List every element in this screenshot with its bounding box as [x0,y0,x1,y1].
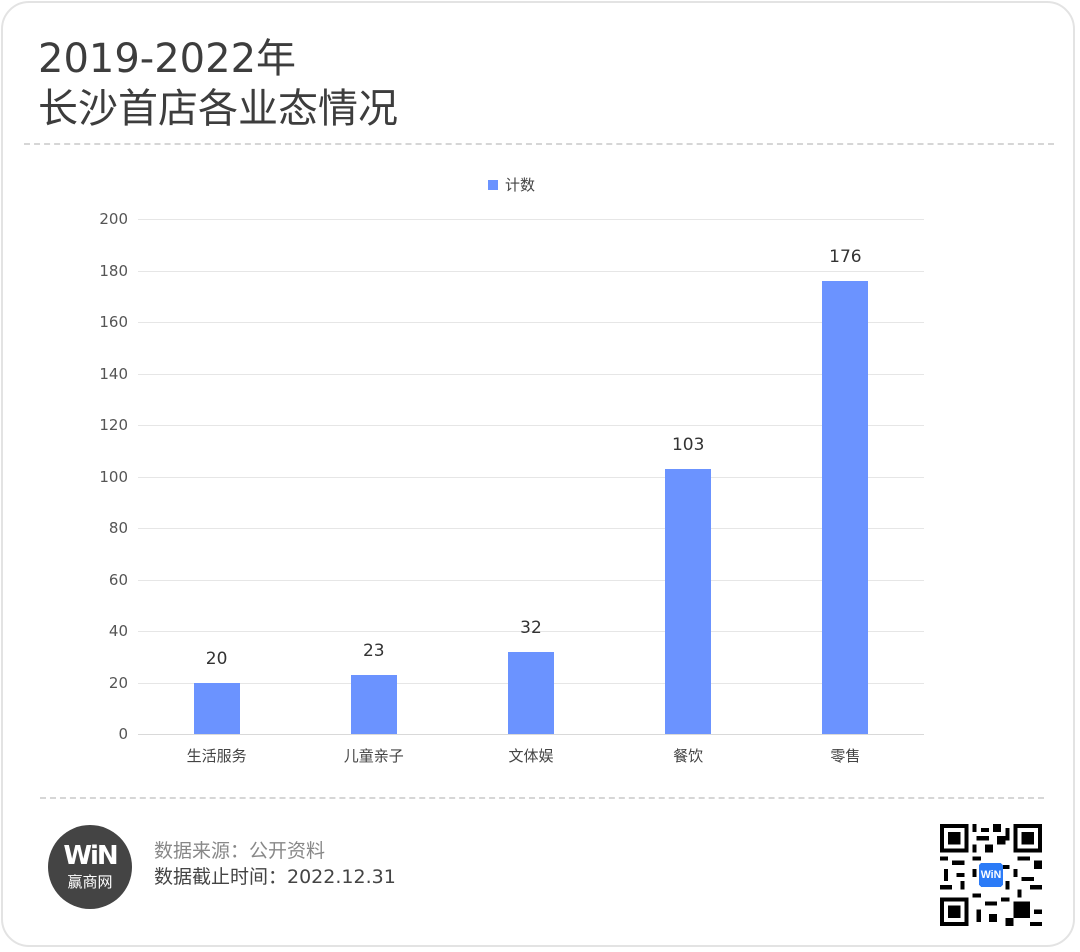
brand-logo: WiN 赢商网 [48,825,132,909]
title-line-2: 长沙首店各业态情况 [38,86,398,132]
logo-text: 赢商网 [67,873,113,891]
y-tick-label: 120 [99,416,128,434]
bar-value-label: 103 [671,434,705,455]
x-category-label: 餐饮 [673,747,704,765]
legend-swatch [488,179,498,190]
bar-value-label: 176 [829,246,862,267]
bar [350,674,397,734]
gridline [138,373,924,375]
y-tick-label: 140 [99,364,128,383]
y-tick-label: 80 [108,519,128,537]
data-source: 数据来源：公开资料 [154,840,326,862]
x-category-label: 零售 [830,747,861,765]
page-title: 2019-2022年 长沙首店各业态情况 [38,34,398,134]
gridline [138,631,924,632]
header-divider [24,143,1054,145]
bar-value-label: 23 [362,640,385,661]
x-category-label: 文体娱 [508,747,554,765]
gridline [138,476,924,478]
source-info: 数据来源：公开资料 数据截止时间：2022.12.31 [154,838,396,890]
footer-divider [40,797,1044,799]
gridline [138,734,924,735]
x-category-label: 儿童亲子 [343,747,404,765]
bar [665,468,712,734]
y-tick-label: 200 [99,210,128,228]
bar-chart: 200 180 160 140 120 100 80 60 40 20 0 20 生活服务 23 儿童亲子 3… [99,210,924,765]
gridline [138,322,924,323]
y-tick-label: 100 [99,467,128,486]
y-tick-label: 0 [118,725,128,743]
y-tick-label: 40 [108,622,128,640]
y-tick-label: 60 [108,570,128,589]
x-category-label: 生活服务 [186,747,247,765]
gridline [138,219,924,220]
chart-legend: 计数 [488,174,535,195]
gridline [138,270,924,272]
bar-value-label: 32 [520,617,542,638]
bar-value-label: 20 [205,648,228,669]
y-tick-label: 160 [99,313,128,331]
gridline [138,425,924,426]
svg-text:WiN: WiN [981,869,1002,881]
bar [193,682,240,734]
bar [508,651,554,734]
y-tick-label: 20 [108,673,128,692]
title-line-1: 2019-2022年 [38,36,297,82]
gridline [138,579,924,581]
gridline [138,528,924,529]
legend-label: 计数 [505,176,536,194]
bar [822,280,869,734]
qr-code-icon: WiN [940,824,1042,926]
logo-mark: WiN [63,841,118,871]
data-cutoff: 数据截止时间：2022.12.31 [154,866,396,888]
y-tick-label: 180 [99,261,128,280]
